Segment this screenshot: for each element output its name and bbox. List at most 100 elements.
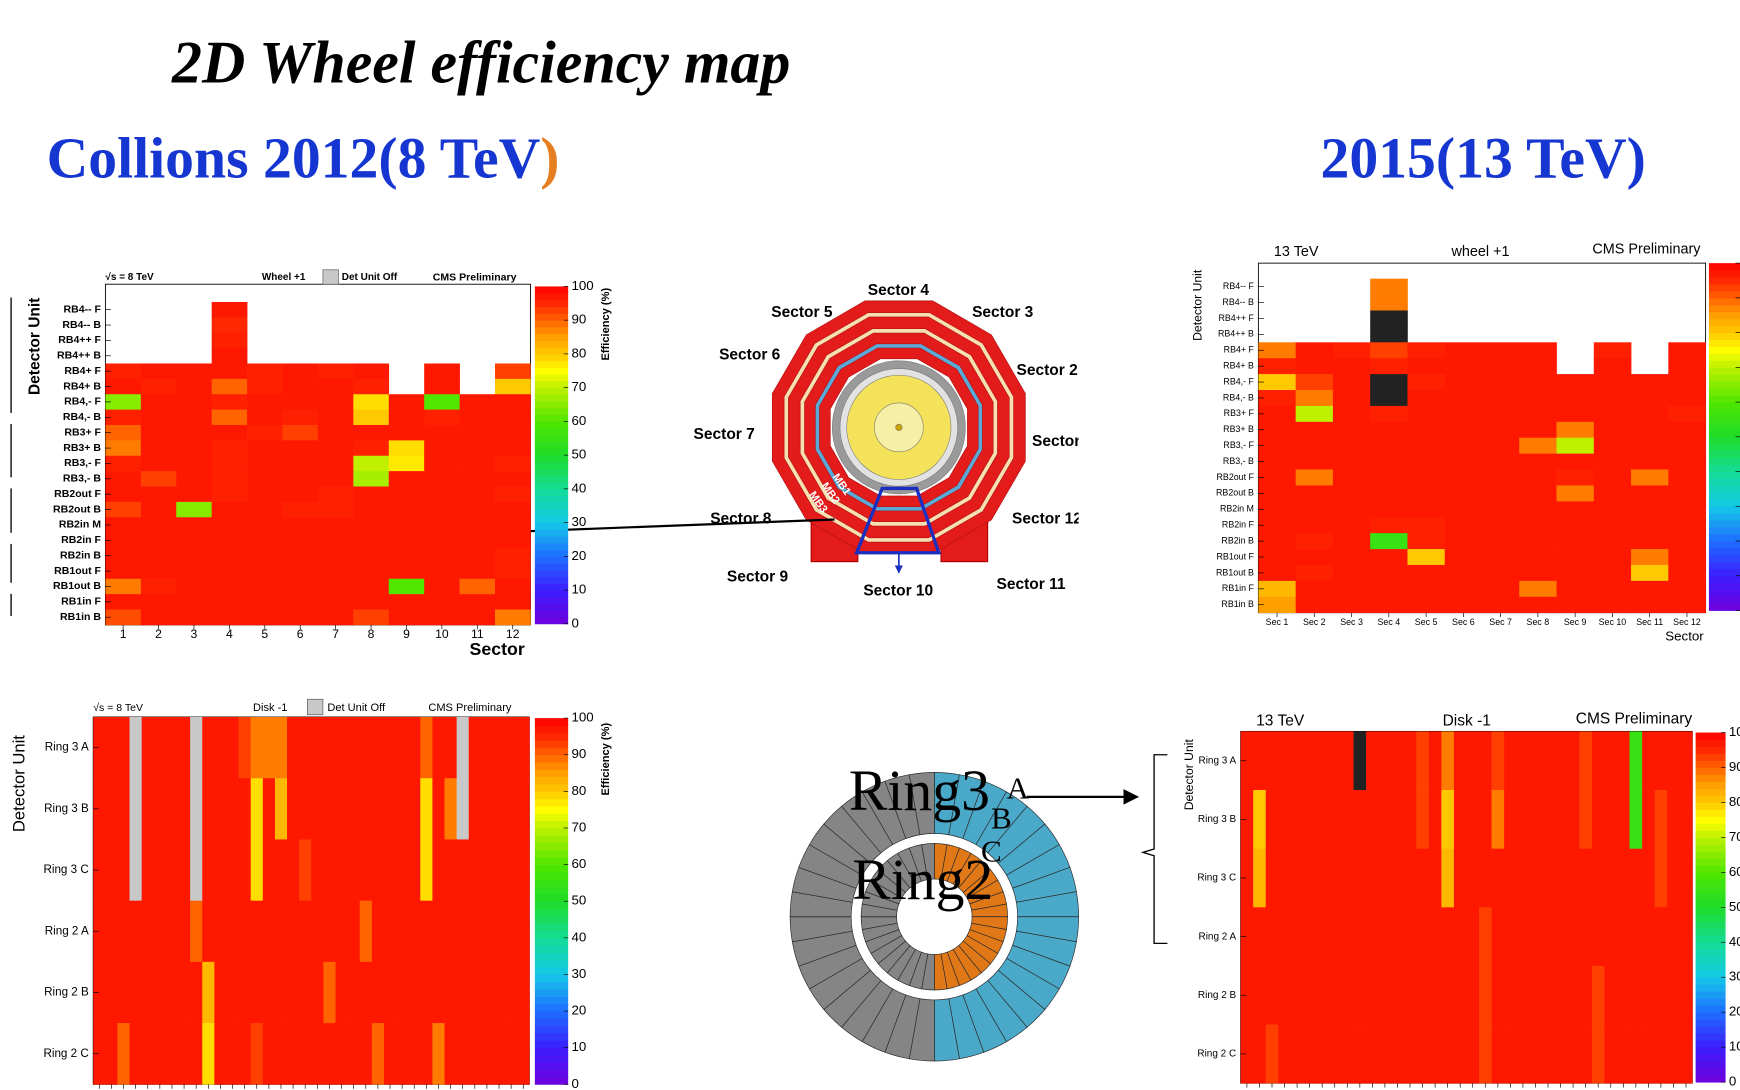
cell — [287, 717, 299, 779]
cell — [1333, 358, 1371, 374]
colorbar-band — [1696, 949, 1726, 956]
cell — [1631, 374, 1669, 390]
y-tick-label: RB2out F — [1217, 472, 1255, 482]
colorbar-label: 0 — [1729, 1074, 1736, 1089]
colorbar-band — [1709, 333, 1740, 340]
cell — [469, 778, 481, 840]
cell — [166, 901, 178, 963]
name-label: wheel +1 — [1450, 244, 1509, 260]
cell — [251, 962, 263, 1024]
cell — [1278, 907, 1291, 966]
ylabel: Detector Unit — [27, 298, 44, 395]
cell — [1617, 790, 1630, 849]
cell — [1296, 438, 1334, 454]
colorbar-band — [1709, 569, 1740, 576]
cell — [1655, 731, 1668, 790]
cell — [1592, 966, 1605, 1025]
cell — [1296, 485, 1334, 501]
cell — [283, 410, 319, 426]
x-tick-label: Sec 1 — [1266, 617, 1289, 627]
colorbar-band — [1709, 319, 1740, 326]
cell — [141, 379, 177, 395]
cell — [283, 594, 319, 610]
cell — [1680, 849, 1693, 908]
cell — [1557, 390, 1595, 406]
cell — [1557, 422, 1595, 438]
cell — [202, 839, 214, 901]
cell — [1407, 454, 1445, 470]
cell — [251, 1023, 263, 1085]
cell — [1604, 1025, 1617, 1084]
cell — [1655, 790, 1668, 849]
cell — [212, 456, 248, 472]
energy-label: 13 TeV — [1256, 713, 1305, 730]
cell — [1519, 517, 1557, 533]
cell — [283, 471, 319, 487]
cell — [176, 548, 212, 564]
cell — [166, 778, 178, 840]
cell — [495, 610, 531, 626]
cell — [1379, 966, 1392, 1025]
cell — [424, 579, 460, 595]
colorbar-band — [535, 408, 568, 415]
name-label: Wheel +1 — [262, 272, 306, 283]
cell — [1296, 470, 1334, 486]
cell — [1333, 533, 1371, 549]
cell — [318, 548, 354, 564]
y-tick-label: RB1out F — [54, 565, 101, 577]
cell — [353, 487, 389, 503]
colorbar-band — [535, 894, 568, 902]
cell — [353, 425, 389, 441]
colorbar-label: 90 — [571, 312, 586, 327]
colorbar-band — [1696, 872, 1726, 879]
page: 2D Wheel efficiency map Collions 2012(8 … — [0, 0, 1740, 1090]
cell — [1554, 790, 1567, 849]
cell — [154, 962, 166, 1024]
cell — [1642, 849, 1655, 908]
cell — [178, 717, 190, 779]
cell — [457, 962, 469, 1024]
colorbar-label: 90 — [571, 746, 586, 761]
colorbar-band — [1696, 844, 1726, 851]
cell — [318, 533, 354, 549]
cell — [1466, 966, 1479, 1025]
cell — [1631, 422, 1669, 438]
cell — [1333, 454, 1371, 470]
cell — [1479, 907, 1492, 966]
cell — [283, 379, 319, 395]
cell — [348, 901, 360, 963]
cell — [481, 901, 493, 963]
colorbar-band — [535, 952, 568, 960]
cell — [1407, 581, 1445, 597]
x-tick-label: Sec 4 — [1377, 617, 1400, 627]
cell — [154, 839, 166, 901]
colorbar-band — [1709, 472, 1740, 479]
cell — [323, 717, 335, 779]
cell — [263, 778, 275, 840]
cell — [166, 839, 178, 901]
cell — [372, 1023, 384, 1085]
colorbar-label: 70 — [1729, 829, 1740, 844]
cell — [1594, 406, 1632, 422]
y-tick-label: RB2out B — [1216, 488, 1254, 498]
cell — [481, 962, 493, 1024]
colorbar-band — [535, 313, 568, 320]
cell — [1407, 342, 1445, 358]
colorbar-band — [1709, 583, 1740, 590]
cell — [396, 901, 408, 963]
cell — [396, 962, 408, 1024]
colorbar-band — [1696, 809, 1726, 816]
cell — [1296, 597, 1334, 613]
colorbar-label: 50 — [571, 893, 586, 908]
colorbar-band — [1696, 774, 1726, 781]
cell — [389, 548, 425, 564]
cell — [389, 594, 425, 610]
cell — [1416, 731, 1429, 790]
cell — [1296, 517, 1334, 533]
cell — [1680, 1025, 1693, 1084]
ring-diagram: Ring3ABCRing2 — [790, 760, 1079, 1061]
cell — [372, 839, 384, 901]
cell — [212, 487, 248, 503]
cell — [1391, 849, 1404, 908]
cell — [1341, 1025, 1354, 1084]
